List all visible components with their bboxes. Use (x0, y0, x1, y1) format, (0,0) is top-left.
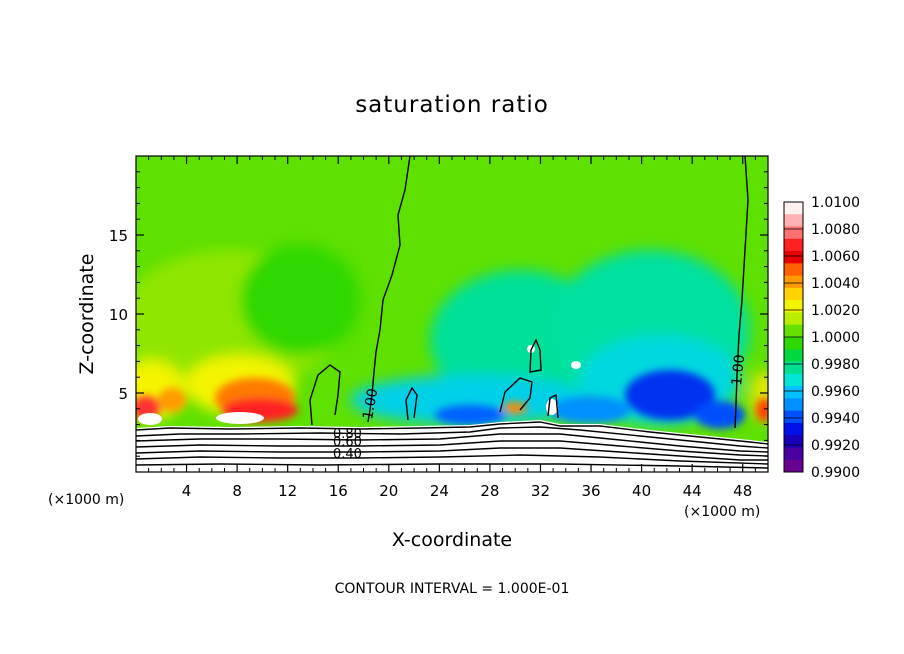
colorbar-swatch (784, 373, 803, 387)
colorbar-swatch (784, 226, 803, 240)
colorbar-swatch (784, 349, 803, 363)
x-tick-label: 8 (232, 482, 242, 500)
field-blob-green-mid (240, 245, 360, 355)
contour-label-0-60: 0.60 (333, 435, 362, 450)
contour-loop-c (529, 338, 542, 373)
field-blob-red-right (756, 398, 768, 422)
x-tick-label: 16 (329, 482, 348, 500)
x-tick-label: 4 (182, 482, 192, 500)
colorbar-swatch (784, 459, 803, 473)
field-blob-orange-center (503, 402, 527, 414)
field-blob-cyan-low (350, 375, 590, 425)
contour-label-0-40: 0.40 (333, 447, 362, 462)
x-tick-label: 12 (278, 482, 297, 500)
contour-surface-4 (136, 440, 768, 457)
x-tick-label: 20 (379, 482, 398, 500)
field-blob-blue-right (625, 370, 715, 420)
colorbar-swatch (784, 275, 803, 289)
colorbar-label: 1.0060 (811, 249, 860, 265)
y-axis-ticks: 5 10 15 (109, 171, 768, 457)
colorbar-swatch (784, 337, 803, 350)
field-speck-5 (138, 413, 162, 425)
colorbar-label: 1.0000 (811, 330, 860, 346)
contour-1-00-left (367, 156, 411, 423)
x-unit-left: (×1000 m) (48, 492, 124, 508)
colorbar-label: 1.0100 (811, 195, 860, 211)
contour-loop-d (547, 393, 559, 419)
chart-title: saturation ratio (355, 92, 549, 118)
colorbar-swatch (784, 287, 803, 301)
colorbar: 1.0100 1.0080 1.0060 1.0040 1.0020 1.0000 0.99… (783, 195, 860, 481)
contour-1-00-right (734, 156, 749, 429)
contour-surface-5 (136, 447, 768, 461)
contour-lines (136, 156, 768, 469)
contour-label-0-80: 0.80 (333, 427, 362, 442)
colorbar-swatch (784, 422, 803, 436)
contour-loop-a (405, 386, 418, 421)
colorbar-label: 0.9900 (811, 465, 860, 481)
y-tick-label: 15 (109, 227, 128, 245)
colorbar-label: 1.0020 (811, 303, 860, 319)
field-speck-4 (216, 412, 264, 424)
x-axis-label: X-coordinate (392, 529, 512, 551)
colorbar-swatch (784, 251, 803, 264)
colorbar-swatch (784, 410, 803, 424)
colorbar-swatch (784, 435, 803, 448)
colorbar-swatch (784, 324, 803, 338)
contour-surface-3 (136, 433, 768, 453)
x-axis-ticks: 4 8 12 16 20 24 28 32 36 40 44 48 (148, 156, 756, 500)
footer-contour-interval: CONTOUR INTERVAL = 1.000E-01 (335, 581, 570, 597)
x-tick-label: 28 (480, 482, 499, 500)
colorbar-swatch (784, 398, 803, 412)
contour-label-1-00-left: 1.00 (360, 387, 381, 420)
contour-surface-1 (136, 421, 768, 445)
colorbar-label: 0.9940 (811, 411, 860, 427)
field-speck-2 (571, 361, 581, 369)
colorbar-label: 0.9980 (811, 357, 860, 373)
contour-surface-7 (136, 463, 768, 469)
field-blob-orange-edge (158, 388, 186, 412)
colorbar-label: 1.0080 (811, 222, 860, 238)
colorbar-swatch (784, 300, 803, 313)
x-tick-label: 44 (683, 482, 702, 500)
colorbar-label: 1.0040 (811, 276, 860, 292)
colorbar-label: 0.9960 (811, 384, 860, 400)
colorbar-swatch (784, 386, 803, 399)
x-tick-label: 24 (430, 482, 449, 500)
colorbar-swatch (784, 312, 803, 326)
contour-label-1-00-right: 1.00 (729, 354, 748, 387)
contour-loop-b (499, 377, 533, 413)
x-unit-right: (×1000 m) (684, 504, 760, 520)
contour-surface-6 (136, 454, 768, 465)
field-blob-blue-center (435, 405, 505, 425)
x-tick-label: 48 (733, 482, 752, 500)
field-blob-blue-far (695, 401, 745, 429)
colorbar-label: 0.9920 (811, 438, 860, 454)
x-tick-label: 36 (581, 482, 600, 500)
y-axis-label: Z-coordinate (76, 254, 98, 375)
contour-loop-left (309, 364, 341, 426)
colorbar-swatch (784, 202, 803, 215)
y-tick-label: 5 (118, 385, 128, 403)
colorbar-swatch (784, 361, 803, 375)
colorbar-swatch (784, 263, 803, 277)
colorbar-swatch (784, 447, 803, 461)
y-tick-label: 10 (109, 306, 128, 324)
heatmap-field: 0.80 0.60 0.40 1.00 1.00 (136, 156, 768, 472)
x-tick-label: 40 (632, 482, 651, 500)
contour-surface-2 (136, 426, 768, 449)
field-blob-blue-mid (550, 396, 630, 424)
colorbar-swatch (784, 214, 803, 228)
colorbar-swatch (784, 238, 803, 252)
x-tick-label: 32 (531, 482, 550, 500)
